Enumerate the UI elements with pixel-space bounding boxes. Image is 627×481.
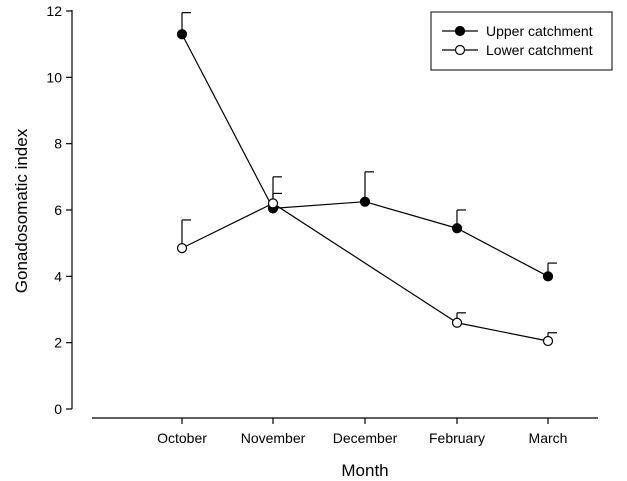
x-tick-label: March — [529, 430, 568, 446]
y-ticks: 0 2 4 6 8 10 12 — [46, 3, 72, 417]
y-tick-label: 10 — [46, 69, 62, 85]
x-tick-label: December — [333, 430, 398, 446]
plot-area: 0 2 4 6 8 10 12 October November December Februar… — [46, 3, 598, 446]
legend-label-upper: Upper catchment — [486, 23, 593, 39]
data-point-upper-catchment — [542, 271, 554, 282]
data-point-upper-catchment — [359, 196, 371, 207]
data-point-upper-catchment — [451, 223, 463, 234]
legend-label-lower: Lower catchment — [486, 42, 593, 58]
x-tick-label: October — [157, 430, 207, 446]
data-points — [176, 29, 554, 347]
x-ticks: October November December February March — [157, 418, 567, 446]
y-tick-label: 2 — [54, 335, 62, 351]
data-point-upper-catchment — [176, 29, 188, 40]
series-line-upper-catchment — [181, 33, 549, 277]
y-tick-label: 8 — [54, 136, 62, 152]
y-tick-label: 4 — [54, 268, 62, 284]
y-tick-label: 0 — [54, 401, 62, 417]
data-point-lower-catchment — [451, 317, 463, 328]
series-line-lower-catchment — [181, 202, 549, 342]
legend-marker-lower — [454, 44, 466, 56]
x-tick-label: November — [241, 430, 306, 446]
legend-marker-upper — [454, 25, 466, 37]
y-tick-label: 6 — [54, 202, 62, 218]
legend-box — [430, 11, 613, 71]
x-tick-label: February — [429, 430, 485, 446]
data-point-lower-catchment — [176, 243, 188, 254]
y-tick-label: 12 — [46, 3, 62, 19]
legend: Upper catchment Lower catchment — [430, 11, 613, 71]
data-point-lower-catchment — [542, 335, 554, 347]
x-axis-label: Month — [341, 461, 388, 480]
data-point-lower-catchment — [267, 198, 279, 209]
y-axis-label: Gonadosomatic index — [12, 128, 31, 293]
